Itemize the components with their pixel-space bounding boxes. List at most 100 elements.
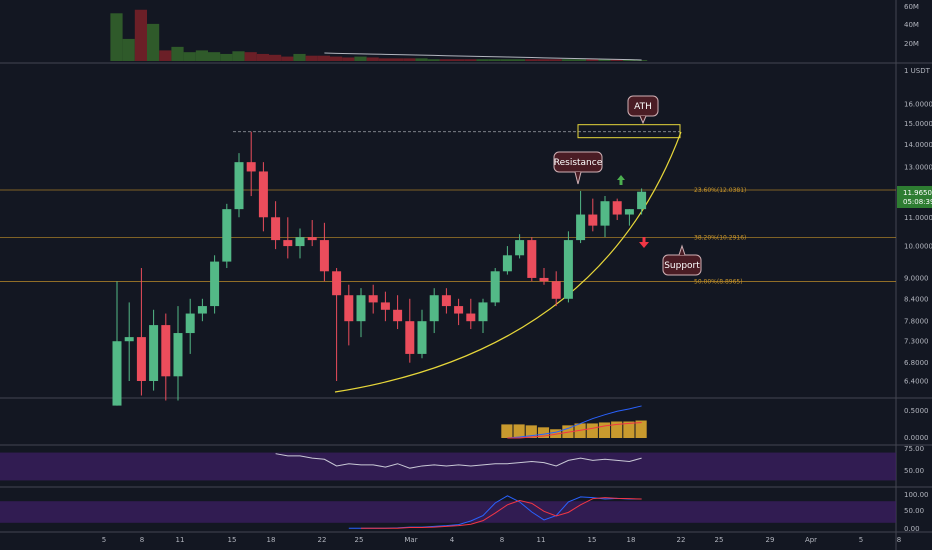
time-tick-label: 8 [500,536,504,544]
ath-callout: ATH [627,95,659,125]
price-tick-label: 14.0000 [904,141,932,149]
volume-bar [537,59,550,61]
time-tick-label: Apr [805,536,817,544]
volume-bar [513,59,526,61]
candle-body [588,214,598,226]
volume-bar [183,52,196,61]
stoch-tick-label: 50.00 [904,507,924,515]
osc-bar [562,425,574,438]
time-tick-label: 25 [355,536,364,544]
volume-pane [110,9,648,62]
rsi-pane [0,452,896,481]
volume-bar [598,59,611,61]
price-tick-label: 6.8000 [904,359,929,367]
volume-bar [561,59,574,61]
volume-bar [342,57,355,61]
volume-bar [354,56,367,61]
price-tick-label: 6.4000 [904,378,929,386]
candle-body [344,295,354,322]
candle-body [332,271,342,296]
oscillator-pane [501,405,647,439]
candle-body [319,240,329,272]
volume-bar [488,59,501,61]
osc-bar [525,425,537,438]
current-price-tag: 11.9650 05:08:39 [897,186,932,208]
volume-bar [256,53,269,61]
price-tick-label: 7.3000 [904,338,929,346]
candle-body [551,281,561,299]
candle-body [283,240,293,247]
osc-bar [501,424,513,438]
osc-bar [598,422,611,438]
time-tick-label: 22 [318,536,327,544]
candle-body [502,255,512,272]
rsi-band [0,452,896,481]
volume-tick-label: 40M [904,21,919,29]
volume-bar [220,53,233,61]
candle-body [222,209,232,262]
time-tick-label: 11 [176,536,185,544]
osc-tick-label: 0.0000 [904,434,929,442]
candle-body [380,302,390,310]
time-tick-label: 22 [677,536,686,544]
candle-body [393,309,403,322]
volume-bar [525,59,538,61]
price-tick-label: 16.0000 [904,101,932,109]
time-tick-label: 18 [627,536,636,544]
candle-body [405,321,415,354]
volume-bar [403,58,416,61]
volume-bar [464,59,477,61]
time-tick-label: 18 [267,536,276,544]
price-tick-label: 9.0000 [904,274,929,282]
candle-body [112,341,122,406]
volume-bar [635,60,648,61]
fib-label: 50.00%(8.8965) [694,278,743,285]
ath-label: ATH [634,102,652,112]
volume-bar [195,50,208,61]
support-callout: Support [662,244,702,276]
ath-callout-pointer [639,115,647,125]
axes: 60M 40M 20M 1 USDT 16.0000 15.0000 14.0000 13.0… [102,3,932,544]
resistance-callout: Resistance [553,151,603,185]
osc-bar [586,423,598,438]
volume-bar [281,56,294,61]
volume-bar [293,53,306,61]
price-tick-label: 11.0000 [904,214,932,222]
stoch-tick-label: 100.00 [904,491,929,499]
volume-bar [232,51,245,61]
volume-bar [330,56,343,61]
osc-line-2 [507,421,642,439]
candle-body [185,313,195,334]
volume-bar [415,58,428,61]
volume-bar [159,50,172,61]
fib-levels: 23.60%(12.0381) 38.20%(10.2916) 50.00%(8.8… [0,187,896,285]
support-label: Support [664,261,700,271]
candle-body [466,313,476,322]
time-tick-label: 15 [588,536,597,544]
candle-body [368,295,378,303]
price-tick-label: 7.8000 [904,318,929,326]
candle-body [600,201,610,226]
volume-bar [147,23,160,61]
candle-body [124,337,134,342]
time-tick-label: 8 [897,536,901,544]
volume-bar [439,59,452,61]
fib-label: 38.20%(10.2916) [694,234,746,241]
volume-bar [134,9,147,61]
time-tick-label: Mar [404,536,417,544]
time-tick-label: 11 [537,536,546,544]
candle-body [149,325,159,381]
support-curve [334,131,682,393]
callouts: ATH Resistance Support [553,95,702,276]
osc-bar [611,421,623,438]
candle-body [307,237,317,241]
osc-bar [635,420,647,438]
time-tick-label: 29 [766,536,775,544]
candle-body [478,302,488,322]
volume-bar [427,59,440,61]
price-tick-label: 15.0000 [904,120,932,128]
volume-bar [317,55,330,61]
time-tick-label: 5 [102,536,106,544]
